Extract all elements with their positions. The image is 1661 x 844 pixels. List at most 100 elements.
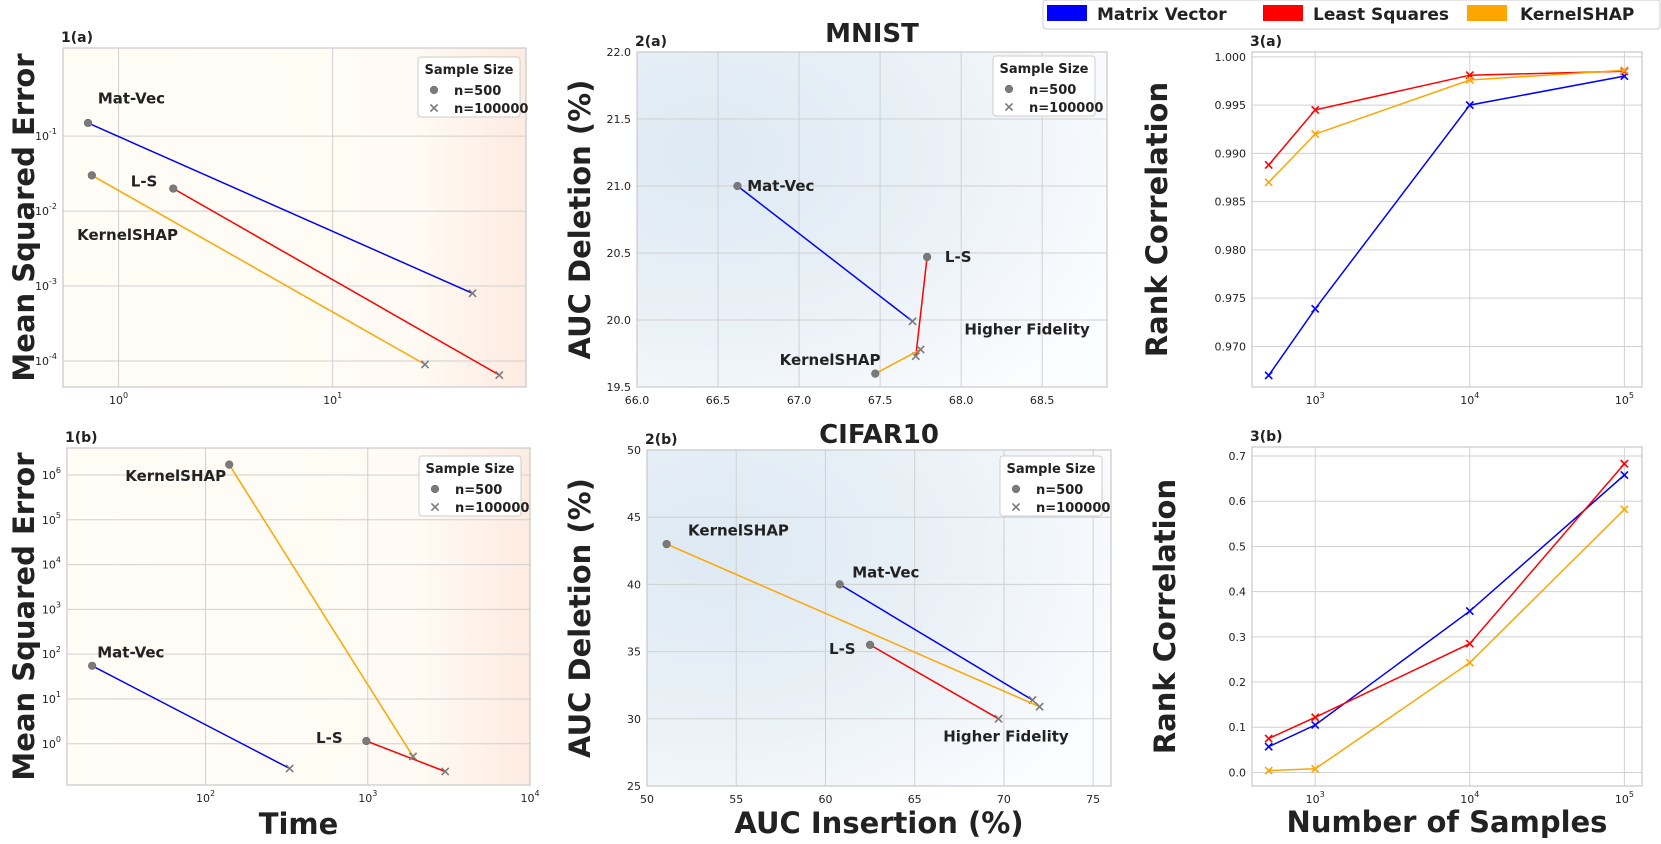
y-axis-label: Mean Squared Error	[7, 452, 41, 781]
legend-swatch-least-squares	[1263, 5, 1303, 21]
data-point	[1465, 100, 1474, 110]
legend-swatch-matrix-vector	[1047, 5, 1087, 21]
legend-label-n100000: n=100000	[455, 501, 529, 516]
legend-label-n500: n=500	[455, 483, 502, 498]
chart-title: CIFAR10	[819, 420, 939, 450]
legend-marker-n500	[1004, 84, 1014, 94]
data-point-n500	[87, 171, 96, 180]
y-tick-label: 105	[42, 511, 61, 527]
annotation-mat-vec: Mat-Vec	[97, 643, 164, 661]
x-tick-label: 104	[1460, 790, 1479, 806]
series-line	[366, 740, 446, 773]
x-tick-label: 68.0	[949, 394, 974, 407]
series-line	[915, 256, 928, 357]
sample-size-legend: Sample Size n=500 n=100000	[417, 56, 528, 118]
legend-marker-n500	[430, 484, 440, 494]
panel-1a-chart: 100 101 10-4 10-3 10-2 10-1 1(a) Mean Squared E…	[7, 30, 528, 407]
y-tick-label: 104	[42, 556, 61, 572]
x-tick-label: 67.0	[787, 394, 812, 407]
series-kernelshap	[1264, 66, 1629, 187]
x-tick-label: 102	[196, 789, 215, 805]
y-tick-label: 35	[627, 646, 641, 659]
data-point-n500	[923, 252, 932, 262]
data-point	[1264, 178, 1273, 187]
x-tick-label: 105	[1615, 391, 1634, 407]
annotation-l-s: L-S	[829, 640, 856, 658]
annotation-mat-vec: Mat-Vec	[98, 89, 165, 107]
series-matrix-vector	[1264, 470, 1629, 751]
panel-3a-chart: 103 104 105 0.970 0.975 0.980 0.985 0.990 0.995 1…	[1140, 34, 1643, 407]
annotation-kernelshap: KernelSHAP	[125, 467, 226, 485]
data-point	[1311, 720, 1320, 730]
x-tick-label: 103	[1306, 391, 1325, 407]
legend-title: Sample Size	[426, 462, 515, 477]
x-tick-label: 101	[323, 391, 342, 407]
y-tick-label: 10-2	[35, 202, 57, 218]
data-point-n500	[88, 661, 97, 670]
panel-label: 2(b)	[645, 432, 678, 448]
y-tick-label: 10-4	[35, 352, 57, 368]
x-axis-label: AUC Insertion (%)	[734, 806, 1023, 840]
panel-2a-chart: 66.0 66.5 67.0 67.5 68.0 68.5 19.5 20.0 20.5 21.0…	[563, 19, 1108, 407]
legend-box	[992, 55, 1096, 117]
panel-1b-chart: 102 103 104 100 101 102 103 104 105 106 1(b) Mean S…	[7, 430, 540, 841]
panel-3b-chart: 103 104 105 0.0 0.1 0.2 0.3 0.4 0.5 0.6 0.73(b) Ran…	[1148, 429, 1643, 839]
data-point-n100000	[285, 764, 294, 773]
series-kernelshap	[871, 345, 925, 378]
legend-marker-n100000	[1011, 502, 1021, 512]
y-tick-label: 0.975	[1215, 292, 1247, 305]
x-tick-label: 55	[729, 793, 743, 806]
series-line	[737, 185, 913, 322]
plot-area	[1252, 447, 1642, 786]
y-tick-label: 30	[627, 713, 641, 726]
data-point	[1264, 766, 1273, 775]
y-tick-label: 20.5	[607, 247, 632, 260]
y-tick-label: 102	[42, 645, 61, 661]
x-tick-label: 103	[358, 789, 377, 805]
data-point-n100000	[420, 360, 430, 369]
plot-frame	[646, 449, 1112, 787]
y-tick-label: 20.0	[607, 314, 632, 327]
data-point	[1311, 304, 1320, 313]
y-tick-label: 101	[42, 690, 61, 706]
plot-frame	[636, 51, 1108, 388]
data-point	[1311, 129, 1320, 139]
y-tick-label: 22.0	[607, 46, 632, 59]
series-line	[1268, 75, 1625, 376]
annotation-l-s: L-S	[131, 172, 158, 190]
annotation-kernelshap: KernelSHAP	[780, 351, 881, 369]
legend-label-n500: n=500	[1036, 483, 1083, 498]
y-tick-label: 21.5	[607, 113, 632, 126]
annotation-l-s: L-S	[316, 729, 343, 747]
data-point	[1620, 459, 1629, 468]
annotation-kernelshap: KernelSHAP	[77, 226, 178, 244]
x-tick-label: 66.5	[706, 394, 731, 407]
plot-frame	[1251, 51, 1643, 388]
annotation-higher-fidelity: Higher Fidelity	[943, 727, 1069, 745]
x-tick-label: 103	[1306, 790, 1325, 806]
series-mat-vec	[88, 661, 294, 773]
y-tick-label: 0.7	[1229, 450, 1247, 463]
data-point	[1465, 639, 1474, 648]
x-tick-label: 104	[1460, 391, 1479, 407]
data-point-n100000	[908, 317, 917, 326]
y-tick-label: 0.985	[1215, 196, 1247, 209]
y-tick-label: 0.3	[1229, 631, 1247, 644]
y-tick-label: 0.980	[1215, 244, 1247, 257]
series-kernelshap	[1264, 505, 1629, 775]
legend-swatch-kernelshap	[1467, 5, 1507, 21]
series-l-s	[169, 184, 504, 380]
data-point	[1264, 734, 1273, 743]
data-point-n100000	[916, 345, 925, 354]
series-mat-vec	[733, 181, 917, 326]
y-axis-label: AUC Deletion (%)	[563, 478, 597, 758]
data-point-n500	[871, 369, 880, 378]
y-tick-label: 106	[42, 466, 61, 482]
legend-title: Sample Size	[1000, 62, 1089, 77]
legend-marker-n100000	[429, 103, 439, 113]
legend-label-matrix-vector: Matrix Vector	[1097, 5, 1227, 25]
y-tick-label: 0.970	[1215, 340, 1247, 353]
panel-label: 1(b)	[65, 430, 98, 446]
y-tick-label: 0.995	[1215, 99, 1247, 112]
data-point-n100000	[495, 370, 504, 380]
